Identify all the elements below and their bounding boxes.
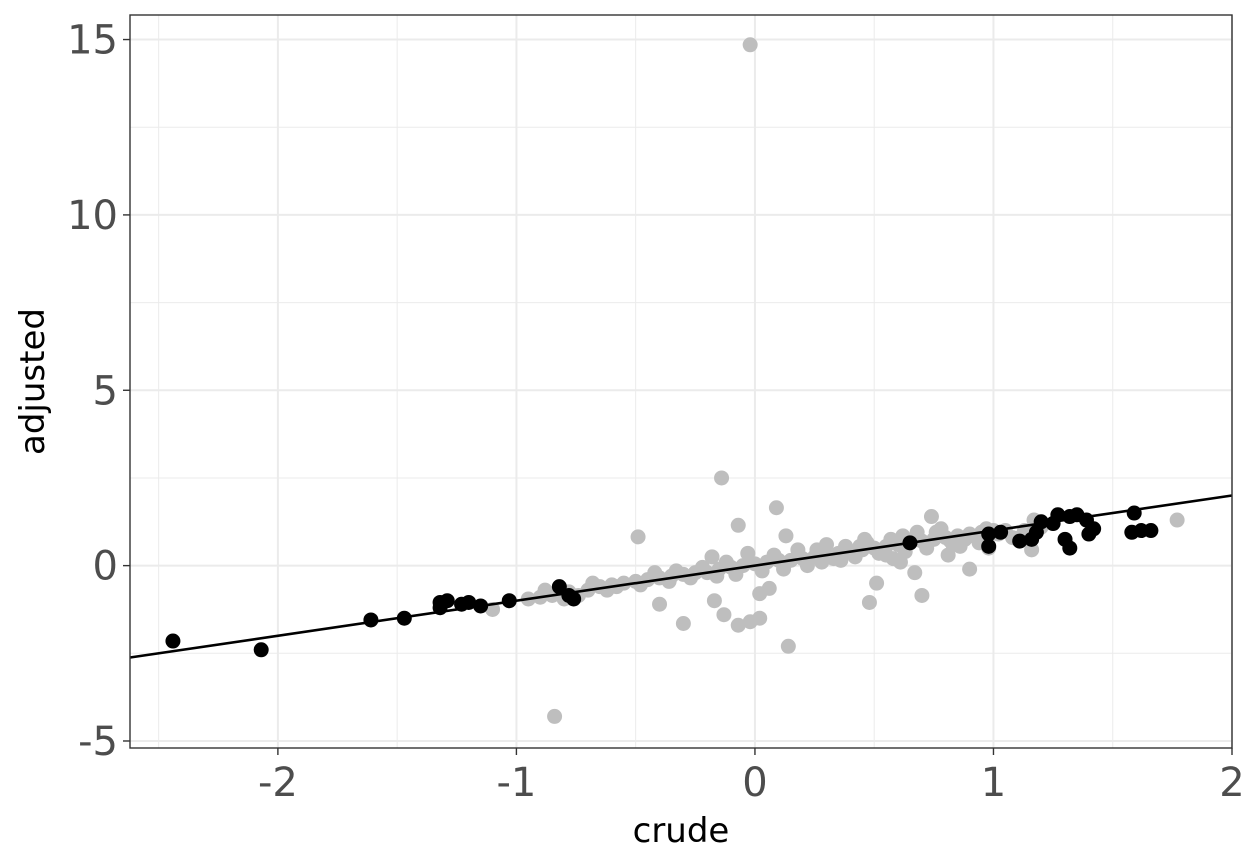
data-point xyxy=(809,542,825,558)
data-point xyxy=(1062,540,1078,556)
data-point xyxy=(363,612,379,628)
data-point xyxy=(907,565,923,581)
data-point xyxy=(752,586,768,602)
data-point xyxy=(814,554,830,570)
data-point xyxy=(551,579,567,595)
y-axis-title: adjusted xyxy=(13,308,53,455)
data-point xyxy=(962,561,978,577)
data-point xyxy=(871,545,887,561)
data-point xyxy=(718,554,734,570)
data-point xyxy=(632,577,648,593)
data-point xyxy=(923,509,939,525)
data-point xyxy=(838,538,854,554)
data-point xyxy=(716,607,732,623)
data-point xyxy=(768,500,784,516)
data-point xyxy=(652,596,668,612)
data-point xyxy=(547,708,563,724)
data-point xyxy=(1012,533,1028,549)
y-tick-label: 5 xyxy=(93,368,118,414)
fit-line xyxy=(129,494,1233,659)
data-point xyxy=(1169,512,1185,528)
data-point xyxy=(778,528,794,544)
y-axis-ticks: -5 0 5 10 15 xyxy=(67,18,130,765)
data-point xyxy=(909,524,925,540)
data-point xyxy=(1024,542,1040,558)
data-point xyxy=(1086,521,1102,537)
data-point xyxy=(728,566,744,582)
data-point xyxy=(919,540,935,556)
x-axis-ticks: -2 -1 0 1 2 xyxy=(258,748,1245,806)
panel-border xyxy=(129,14,1233,749)
data-point xyxy=(253,642,269,658)
data-point xyxy=(776,561,792,577)
minor-gridlines xyxy=(130,15,1232,748)
y-tick-label: 15 xyxy=(67,18,118,64)
y-tick-label: 0 xyxy=(93,544,118,590)
data-point xyxy=(537,582,553,598)
y-tick-label: -5 xyxy=(78,719,118,765)
data-point xyxy=(740,545,756,561)
data-point xyxy=(928,524,944,540)
data-point xyxy=(714,470,730,486)
data-point xyxy=(1126,505,1142,521)
data-point xyxy=(630,529,646,545)
data-point xyxy=(885,551,901,567)
data-point xyxy=(566,591,582,607)
data-point xyxy=(683,570,699,586)
data-point xyxy=(706,593,722,609)
data-point xyxy=(1050,507,1066,523)
x-axis-title: crude xyxy=(633,811,730,851)
data-point xyxy=(752,610,768,626)
y-tick-label: 10 xyxy=(67,193,118,239)
data-point xyxy=(766,547,782,563)
data-point xyxy=(730,617,746,633)
data-point xyxy=(439,593,455,609)
data-point xyxy=(799,558,815,574)
data-point xyxy=(1033,514,1049,530)
data-point xyxy=(993,524,1009,540)
data-point xyxy=(165,633,181,649)
x-tick-label: -1 xyxy=(496,760,536,806)
data-point xyxy=(585,575,601,591)
data-point xyxy=(869,575,885,591)
data-point xyxy=(780,638,796,654)
data-point xyxy=(668,563,684,579)
data-point xyxy=(742,37,758,53)
data-point xyxy=(981,538,997,554)
data-point xyxy=(861,594,877,610)
data-point xyxy=(647,565,663,581)
data-point xyxy=(754,563,770,579)
data-point xyxy=(675,615,691,631)
x-tick-label: 2 xyxy=(1219,760,1244,806)
x-tick-label: 0 xyxy=(742,760,767,806)
data-point xyxy=(661,573,677,589)
data-point xyxy=(694,559,710,575)
data-point xyxy=(883,531,899,547)
data-point xyxy=(704,549,720,565)
x-tick-label: 1 xyxy=(981,760,1006,806)
fit-line-segment xyxy=(129,494,1233,659)
data-point xyxy=(914,587,930,603)
x-tick-label: -2 xyxy=(258,760,298,806)
data-point xyxy=(833,552,849,568)
data-point xyxy=(730,517,746,533)
data-point xyxy=(1143,523,1159,539)
data-point xyxy=(790,542,806,558)
data-point xyxy=(952,538,968,554)
